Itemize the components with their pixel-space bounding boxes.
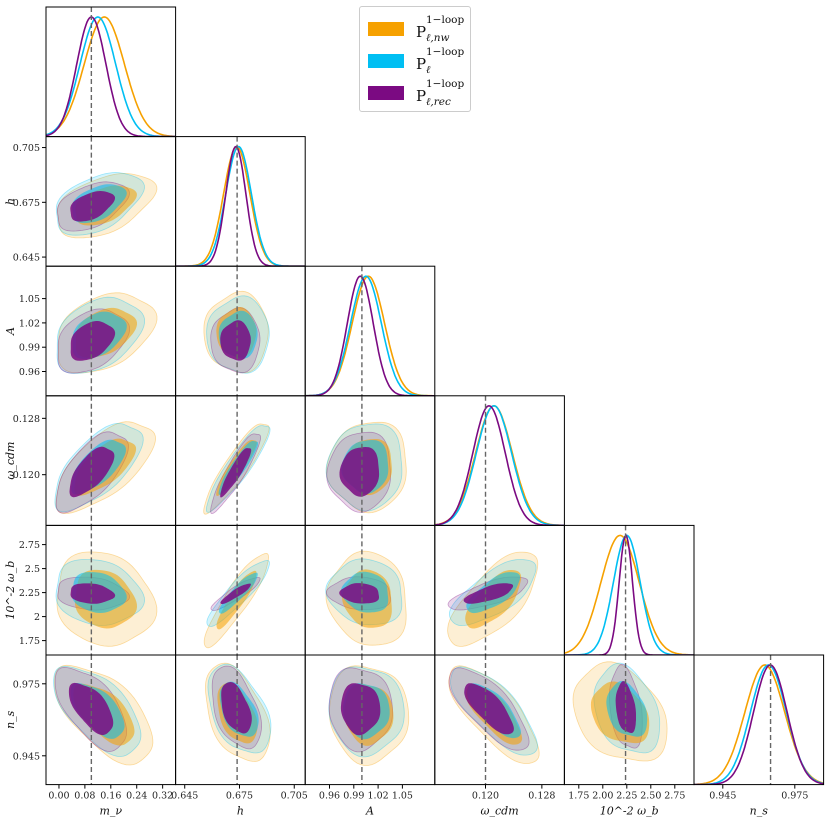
xtick-label-A-2: 1.02 xyxy=(368,791,389,802)
panel-wcdm-wcdm xyxy=(434,395,565,526)
legend: P 1−loop ℓ,nw P 1−loop ℓ P 1−loop ℓ,rec xyxy=(359,6,471,112)
xtick-label-ns-0: 0.945 xyxy=(709,791,736,802)
marginal-h-series-2 xyxy=(175,145,306,267)
contour68-A-ns-series-2 xyxy=(340,683,381,736)
xtick-label-mnu-0: 0.00 xyxy=(48,791,69,802)
ytick-label-ns-0: 0.945 xyxy=(13,751,40,762)
xtick-label-mnu-4: 0.32 xyxy=(152,791,173,802)
xtick-label-A-0: 0.96 xyxy=(319,791,340,802)
xlabel-mnu: m_ν xyxy=(99,805,122,818)
xtick-label-mnu-1: 0.08 xyxy=(74,791,95,802)
legend-entry-l: P 1−loop ℓ xyxy=(368,45,468,76)
xtick-label-A-3: 1.05 xyxy=(392,791,413,802)
ytick-label-h-2: 0.705 xyxy=(13,143,40,154)
legend-label-rec: P 1−loop ℓ,rec xyxy=(416,78,465,108)
marginal-A-series-0 xyxy=(305,275,435,396)
xlabel-wb: 10^-2 ω_b xyxy=(600,805,659,818)
marginal-wb-series-2 xyxy=(564,534,694,656)
xtick-label-mnu-3: 0.24 xyxy=(126,791,147,802)
ytick-label-wb-4: 2.75 xyxy=(19,540,40,551)
ylabel-wb: 10^-2 ω_b xyxy=(4,561,17,620)
xtick-label-h-1: 0.675 xyxy=(226,791,253,802)
contour68-h-wb-series-2 xyxy=(220,583,251,605)
xtick-label-wcdm-1: 0.128 xyxy=(528,791,555,802)
contour68-A-wcdm-series-2 xyxy=(339,447,380,497)
contour68-mnu-wb-series-2 xyxy=(70,583,116,604)
marginal-wcdm-series-2 xyxy=(434,404,565,526)
legend-entry-rec: P 1−loop ℓ,rec xyxy=(368,77,468,108)
contour68-wcdm-wb-series-2 xyxy=(463,583,514,604)
ytick-label-wcdm-1: 0.128 xyxy=(13,414,40,425)
xlabel-ns: n_s xyxy=(750,805,769,818)
xtick-label-h-2: 0.705 xyxy=(281,791,308,802)
ytick-label-wb-1: 2 xyxy=(34,612,40,623)
marginal-wcdm-series-0 xyxy=(434,404,565,526)
ytick-label-ns-1: 0.975 xyxy=(13,679,40,690)
contour68-h-wcdm-series-2 xyxy=(220,448,252,498)
xtick-label-wb-2: 2.25 xyxy=(616,791,637,802)
xtick-label-A-1: 0.99 xyxy=(343,791,364,802)
contour68-mnu-ns-series-2 xyxy=(68,682,114,736)
marginal-h-series-1 xyxy=(175,145,306,267)
ytick-label-A-2: 1.02 xyxy=(19,318,40,329)
ytick-label-h-0: 0.645 xyxy=(13,253,40,264)
ylabel-A: A xyxy=(4,327,17,336)
legend-swatch-l xyxy=(368,54,404,68)
ytick-label-h-1: 0.675 xyxy=(13,198,40,209)
xlabel-h: h xyxy=(237,805,244,818)
contour68-mnu-h-series-2 xyxy=(70,191,115,222)
ylabel-wcdm: ω_cdm xyxy=(4,442,17,480)
marginal-wcdm-series-1 xyxy=(434,404,565,526)
marginal-h-series-0 xyxy=(175,145,306,267)
legend-swatch-rec xyxy=(368,86,404,100)
ytick-label-A-0: 0.96 xyxy=(19,367,40,378)
panel-A-A xyxy=(304,265,436,397)
xtick-label-wb-0: 1.75 xyxy=(568,791,589,802)
ytick-label-wcdm-0: 0.120 xyxy=(13,470,40,481)
xtick-label-wb-1: 2.00 xyxy=(592,791,613,802)
ytick-label-wb-3: 2.5 xyxy=(25,564,40,575)
contour68-A-wb-series-2 xyxy=(339,583,379,604)
contour68-h-A-series-2 xyxy=(220,320,251,361)
xtick-label-ns-1: 0.975 xyxy=(781,791,808,802)
legend-swatch-nw xyxy=(368,22,404,36)
panel-ns-ns xyxy=(693,654,825,786)
marginal-ns-series-1 xyxy=(694,664,824,785)
ylabel-h: h xyxy=(4,198,17,205)
contour68-wcdm-ns-series-2 xyxy=(464,683,514,735)
legend-label-nw: P 1−loop ℓ,nw xyxy=(416,14,465,44)
contour68-mnu-A-series-2 xyxy=(70,321,116,361)
xlabel-wcdm: ω_cdm xyxy=(481,805,519,818)
xtick-label-wcdm-0: 0.120 xyxy=(472,791,499,802)
ytick-label-wb-0: 1.75 xyxy=(19,636,40,647)
ytick-label-wb-2: 2.25 xyxy=(19,588,40,599)
xtick-label-wb-3: 2.50 xyxy=(640,791,661,802)
marginal-A-series-1 xyxy=(305,275,435,396)
xtick-label-mnu-2: 0.16 xyxy=(100,791,121,802)
legend-entry-nw: P 1−loop ℓ,nw xyxy=(368,13,468,44)
xtick-label-wb-4: 2.75 xyxy=(664,791,685,802)
legend-label-l: P 1−loop ℓ xyxy=(416,46,465,76)
xlabel-A: A xyxy=(365,805,374,818)
ylabel-ns: n_s xyxy=(4,710,17,729)
marginal-ns-series-2 xyxy=(694,664,824,785)
ytick-label-A-3: 1.05 xyxy=(19,294,40,305)
marginal-mnu-series-0 xyxy=(46,16,176,137)
ytick-label-A-1: 0.99 xyxy=(19,343,40,354)
xtick-label-h-0: 0.645 xyxy=(171,791,198,802)
marginal-A-series-2 xyxy=(305,275,435,396)
